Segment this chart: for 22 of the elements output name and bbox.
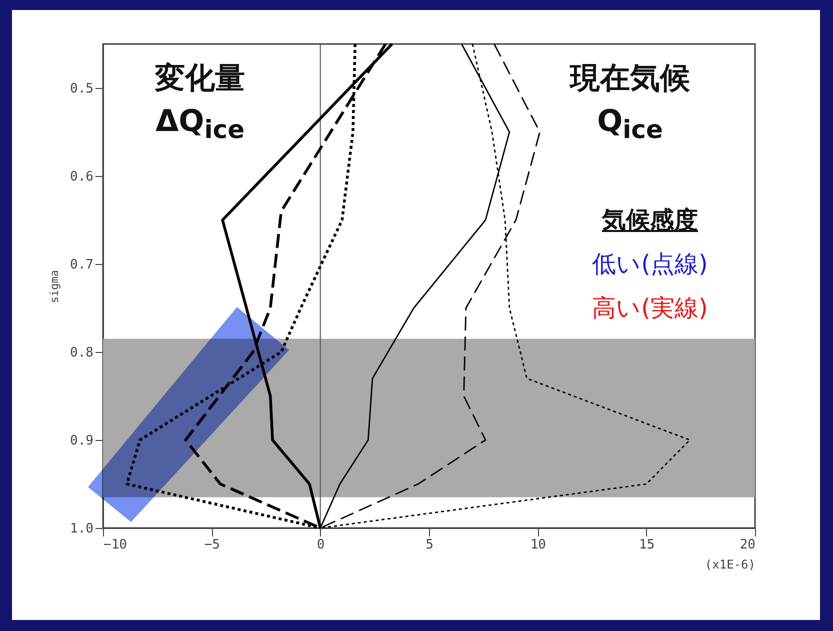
x-tick-label: 20 — [740, 538, 756, 552]
annotation: 現在気候 — [568, 60, 691, 98]
annotation: 気候感度 — [600, 205, 699, 236]
y-tick-label: 0.8 — [70, 346, 94, 360]
y-tick-label: 0.7 — [70, 258, 94, 272]
x-tick-label: −10 — [104, 538, 127, 552]
y-tick-label: 0.6 — [70, 170, 94, 184]
y-tick-label: 0.5 — [70, 82, 94, 96]
annotation: 低い(点線) — [591, 249, 709, 280]
x-axis-title: (x1E-6) — [704, 558, 756, 572]
x-tick-label: −5 — [204, 538, 220, 552]
x-tick-label: 10 — [530, 538, 546, 552]
x-tick-label: 0 — [316, 538, 325, 552]
annotation: 高い(実線) — [591, 293, 709, 324]
y-axis-title: sigma — [48, 270, 62, 304]
annotation: 変化量 — [154, 60, 246, 98]
x-tick-label: 5 — [426, 538, 434, 552]
annotation: ΔQ$_{ice}$ — [154, 104, 246, 144]
x-tick-label: 15 — [639, 538, 655, 552]
y-tick-label: 0.9 — [70, 434, 94, 448]
annotation: Q$_{ice}$ — [596, 104, 664, 144]
y-tick-label: 1.0 — [70, 522, 94, 536]
